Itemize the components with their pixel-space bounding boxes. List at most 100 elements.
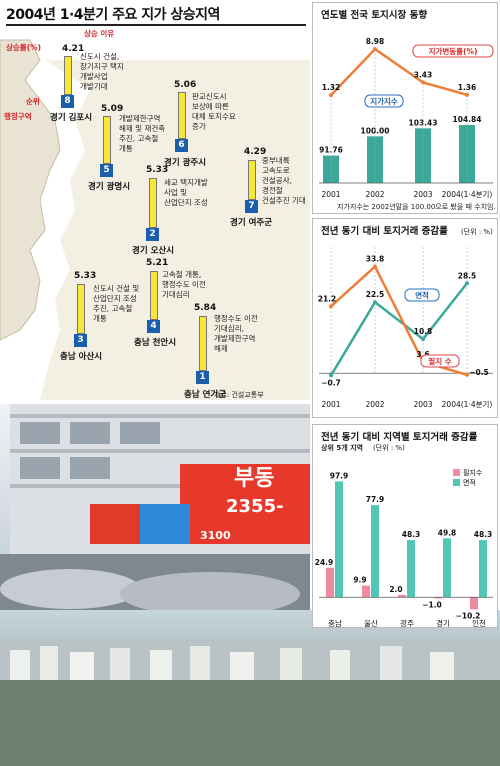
chart2-label-0-2: 10.8 bbox=[414, 327, 433, 336]
chart3-bar-label-0-2: 2.0 bbox=[389, 585, 402, 594]
photo-sign-2: 2355- bbox=[226, 496, 284, 517]
chart1-line-label-3: 1.36 bbox=[458, 83, 477, 92]
chart1-legend-bar-box bbox=[364, 94, 404, 108]
chart2-category-2: 2003 bbox=[413, 400, 432, 409]
chart3-category-1: 울산 bbox=[364, 618, 378, 628]
rank-reason-asan: 신도시 건설 및 산업단지 조성 추진, 고속철 개통 bbox=[93, 284, 140, 323]
rank-value-gwangmyeong: 5.09 bbox=[101, 104, 124, 114]
chart1-line-point-3 bbox=[465, 92, 469, 97]
rank-value-yeoju: 4.29 bbox=[244, 147, 267, 157]
photo-sign-1: 부동 bbox=[234, 466, 275, 491]
chart1-line-point-0 bbox=[329, 93, 333, 98]
rank-reason-gimpo: 신도시 건설, 장기지구 택지 개발사업 개발기대 bbox=[80, 52, 124, 91]
chart2-label-0-1: 22.5 bbox=[366, 290, 385, 299]
rank-badge-yeongi: 1 bbox=[196, 371, 209, 384]
chart3-legend-text-1: 면적 bbox=[463, 478, 476, 487]
rank-badge-gwangju: 6 bbox=[175, 139, 188, 152]
chart2-unit: (단위 : %) bbox=[461, 228, 493, 236]
chart2-legend-area-box bbox=[404, 288, 440, 302]
chart3-bar-1-3 bbox=[443, 538, 451, 598]
chart1-line-label-2: 3.43 bbox=[414, 70, 433, 79]
chart3-bar-0-3 bbox=[434, 597, 442, 599]
rank-bar-yeoju bbox=[248, 160, 256, 200]
chart3-legend-swatch-0 bbox=[453, 469, 460, 476]
panel-land-market-trend: 연도별 전국 토지시장 동향 91.76 2001 100.00 2002 103.43… bbox=[312, 2, 498, 214]
chart1-legend-bar: 지가지수 bbox=[364, 94, 404, 108]
rank-value-gwangju: 5.06 bbox=[174, 80, 197, 90]
rank-badge-osan: 2 bbox=[146, 228, 159, 241]
rank-region-cheonan: 충남 천안시 bbox=[134, 338, 177, 348]
chart1-legend-line-box bbox=[412, 44, 494, 58]
chart3-unit: (단위 : %) bbox=[373, 444, 405, 452]
chart2-label-1-3: −0.5 bbox=[469, 368, 489, 377]
chart1-legend-line: 지가변동률(%) bbox=[412, 44, 494, 58]
chart3-bar-0-0 bbox=[326, 567, 334, 598]
chart2-legend-parcel: 필지 수 bbox=[420, 354, 460, 368]
chart3-bar-label-0-4: −10.2 bbox=[456, 611, 481, 620]
source-note: 자료: 건설교통부 bbox=[214, 391, 264, 399]
rank-region-gwangmyeong: 경기 광명시 bbox=[88, 182, 131, 192]
chart2-point-1-3 bbox=[465, 372, 469, 377]
legend-region: 행정구역 bbox=[4, 112, 32, 121]
rank-bar-yeongi bbox=[199, 316, 207, 371]
chart2-category-0: 2001 bbox=[321, 400, 340, 409]
chart3-subtitle: 상위 5개 지역 bbox=[321, 444, 363, 452]
rank-region-gwangju: 경기 광주시 bbox=[164, 158, 207, 168]
chart3-bar-label-1-2: 48.3 bbox=[402, 530, 421, 539]
rank-region-yeoju: 경기 여주군 bbox=[230, 218, 273, 228]
city-illustration bbox=[0, 640, 500, 766]
rank-badge-yeoju: 7 bbox=[245, 200, 258, 213]
legend-rate: 상승률(%) bbox=[6, 43, 42, 52]
chart1-svg: 91.762001100.002002103.432003104.842004(… bbox=[319, 37, 494, 199]
rank-badge-cheonan: 4 bbox=[147, 320, 160, 333]
chart3-bar-1-1 bbox=[371, 505, 379, 598]
chart2-label-1-0: 21.2 bbox=[318, 294, 337, 303]
rank-badge-gimpo: 8 bbox=[61, 95, 74, 108]
rank-bar-gwangmyeong bbox=[103, 116, 111, 164]
chart2-legend-parcel-box bbox=[420, 354, 460, 368]
chart1-line-label-1: 8.98 bbox=[366, 37, 385, 46]
chart3-title: 전년 동기 대비 지역별 토지거래 증감률 bbox=[321, 432, 478, 443]
chart2-category-1: 2002 bbox=[365, 400, 384, 409]
chart1-bar-0 bbox=[323, 155, 339, 183]
chart2-point-0-1 bbox=[373, 300, 377, 305]
chart3-category-0: 충남 bbox=[328, 619, 342, 628]
chart2-point-1-0 bbox=[329, 304, 333, 309]
chart3-category-2: 광주 bbox=[400, 618, 414, 628]
chart3-bar-label-1-1: 77.9 bbox=[366, 495, 385, 504]
chart1-line-point-1 bbox=[373, 47, 377, 52]
chart2-series-1 bbox=[330, 264, 468, 376]
rank-value-osan: 5.33 bbox=[146, 165, 169, 175]
chart2-point-0-0 bbox=[329, 373, 333, 378]
rank-reason-yeongi: 행정수도 이전 기대심리, 개발제한구역 해제 bbox=[214, 314, 258, 353]
chart3-category-4: 인천 bbox=[472, 618, 486, 628]
chart2-legend-area: 면적 bbox=[404, 288, 440, 302]
rank-value-cheonan: 5.21 bbox=[146, 258, 169, 268]
rank-reason-osan: 세교 택지개발 사업 및 산업단지 조성 bbox=[164, 178, 208, 207]
chart3-bar-0-4 bbox=[470, 597, 478, 610]
rank-region-gimpo: 경기 김포시 bbox=[50, 113, 93, 123]
chart2-svg: 2001 2002 2003 2004(1·4분기) −0.7 22.5 10.8 28.5 2… bbox=[318, 247, 493, 409]
chart1-legend-line-text: 지가변동률(%) bbox=[429, 46, 478, 56]
chart3-bar-label-1-0: 97.9 bbox=[330, 471, 349, 480]
chart1-line-point-2 bbox=[421, 80, 425, 85]
chart3-bar-label-0-3: −1.0 bbox=[422, 600, 442, 609]
chart2-label-1-1: 33.8 bbox=[366, 255, 385, 264]
chart1-category-2: 2003 bbox=[413, 190, 432, 199]
chart2-legend-parcel-text: 필지 수 bbox=[428, 356, 451, 366]
rank-region-asan: 충남 아산시 bbox=[60, 352, 103, 362]
rank-value-asan: 5.33 bbox=[74, 271, 97, 281]
photo-building bbox=[0, 404, 310, 766]
rank-reason-gwangju: 판교신도시 보상에 따른 대체 토지수요 증가 bbox=[192, 92, 236, 131]
panel-land-trade-change: 전년 동기 대비 토지거래 증감률 (단위 : %) 2001 2002 2003 2… bbox=[312, 218, 498, 418]
chart3-category-3: 경기 bbox=[436, 618, 450, 628]
page-title: 2004년 1·4분기 주요 지가 상승지역 bbox=[6, 7, 220, 23]
rank-value-yeongi: 5.84 bbox=[194, 303, 217, 313]
rank-region-yeongi: 충남 연기군 bbox=[184, 390, 227, 400]
chart3-bar-label-0-1: 9.9 bbox=[353, 576, 366, 585]
chart1-line-label-0: 1.32 bbox=[322, 83, 341, 92]
chart2-label-0-0: −0.7 bbox=[321, 378, 341, 387]
chart3-bar-0-1 bbox=[362, 585, 370, 598]
